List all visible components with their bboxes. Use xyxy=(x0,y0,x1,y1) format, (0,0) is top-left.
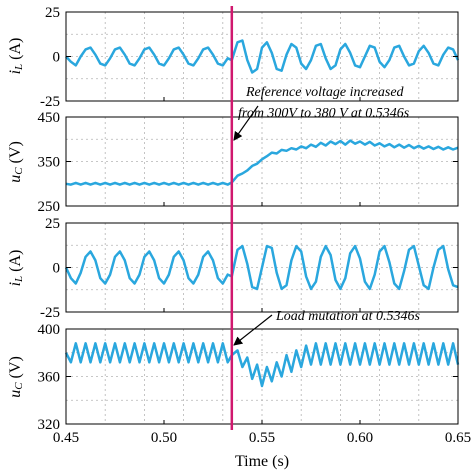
series-line-2 xyxy=(65,139,459,186)
annotation-2-line-1: Load mutation at 0.5346s xyxy=(275,309,420,324)
annotation-arrow-1 xyxy=(233,105,259,141)
y-tick-label: 450 xyxy=(38,110,61,126)
y-tick-label: 320 xyxy=(38,417,61,433)
y-axis-label-3-sub: L xyxy=(13,276,25,283)
annotation-1-line-2: from 300V to 380 V at 0.5346s xyxy=(238,106,410,121)
x-tick-label: 0.45 xyxy=(53,430,79,446)
annotation-load-mutation: Load mutation at 0.5346s xyxy=(233,309,420,346)
x-tick-label: 0.60 xyxy=(347,430,373,446)
series-line-1 xyxy=(65,39,460,74)
y-axis-label-1: iL (A) xyxy=(7,38,25,75)
x-tick-label: 0.65 xyxy=(445,430,471,446)
panel-4: 320 360 400 0.45 0.50 0.55 0.60 0.65 uC (V) xyxy=(7,322,471,446)
y-axis-label-3: iL (A) xyxy=(7,250,25,287)
y-ticks-4: 320 360 400 xyxy=(38,322,459,433)
y-tick-label: -25 xyxy=(40,94,60,110)
y-ticks-3: -25 0 25 xyxy=(40,216,459,321)
y-tick-label: 0 xyxy=(53,50,61,66)
x-ticks: 0.45 0.50 0.55 0.60 0.65 xyxy=(53,430,471,446)
y-tick-label: 25 xyxy=(45,5,60,21)
annotation-reference-voltage: Reference voltage increased from 300V to… xyxy=(233,85,410,141)
series-line-4 xyxy=(64,342,460,388)
y-axis-label-1-main: i xyxy=(7,70,24,74)
y-tick-label: 400 xyxy=(38,322,61,338)
y-axis-label-4: uC (V) xyxy=(7,356,25,398)
y-tick-label: 250 xyxy=(38,199,61,215)
y-axis-label-2: uC (V) xyxy=(7,141,25,183)
y-axis-label-2-sub: C xyxy=(13,167,25,175)
annotation-arrow-2 xyxy=(233,314,273,346)
y-axis-label-3-unit: (A) xyxy=(7,250,24,276)
panel-1: -25 0 25 iL (A) xyxy=(7,5,460,110)
annotation-1-line-1: Reference voltage increased xyxy=(245,85,405,100)
y-axis-label-4-unit: (V) xyxy=(7,356,24,382)
y-axis-label-2-unit: (V) xyxy=(7,141,24,167)
x-axis-title: Time (s) xyxy=(235,453,289,470)
y-tick-label: -25 xyxy=(40,305,60,321)
y-tick-label: 360 xyxy=(38,370,61,386)
y-axis-label-4-sub: C xyxy=(13,382,25,390)
y-axis-label-1-unit: (A) xyxy=(7,38,24,64)
panel-3: -25 0 25 iL (A) xyxy=(7,216,459,321)
y-tick-label: 350 xyxy=(38,155,61,171)
y-axis-label-3-main: i xyxy=(7,282,24,286)
y-axis-label-4-main: u xyxy=(7,390,24,398)
y-ticks-2: 250 350 450 xyxy=(38,110,459,215)
grid-2 xyxy=(66,117,458,206)
series-line-3 xyxy=(64,244,459,291)
panel-2: 250 350 450 uC (V) xyxy=(7,110,459,215)
y-axis-label-2-main: u xyxy=(7,175,24,183)
y-ticks-1: -25 0 25 xyxy=(40,5,459,110)
y-axis-label-1-sub: L xyxy=(13,64,25,71)
y-tick-label: 25 xyxy=(45,216,60,232)
x-tick-label: 0.55 xyxy=(249,430,275,446)
grid-1 xyxy=(66,12,458,101)
x-tick-label: 0.50 xyxy=(151,430,177,446)
y-tick-label: 0 xyxy=(53,261,61,277)
